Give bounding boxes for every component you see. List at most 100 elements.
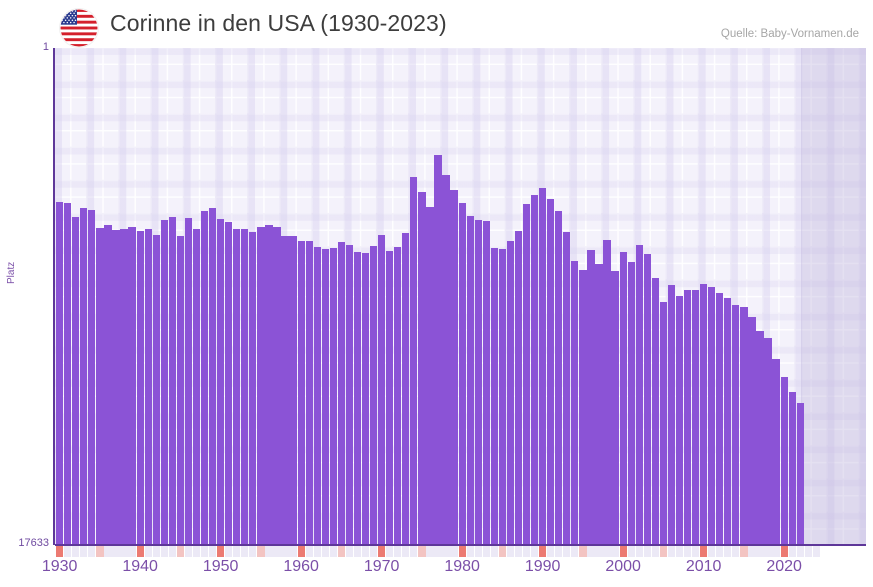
bar-1934[interactable] — [88, 210, 96, 544]
bar-2012[interactable] — [716, 293, 724, 544]
bar-1988[interactable] — [522, 203, 531, 544]
bar-1949[interactable] — [208, 208, 217, 544]
bar-1993[interactable] — [563, 231, 571, 544]
bar-1936[interactable] — [104, 224, 112, 544]
bar-1957[interactable] — [273, 226, 281, 544]
bar-2011[interactable] — [708, 286, 716, 544]
bar-1985[interactable] — [498, 249, 507, 544]
bar-1965[interactable] — [337, 241, 346, 544]
bar-1981[interactable] — [466, 216, 474, 544]
bar-1989[interactable] — [530, 195, 539, 544]
bar-1979[interactable] — [450, 189, 458, 544]
bar-2014[interactable] — [732, 304, 740, 544]
bar-2015[interactable] — [740, 307, 748, 544]
bar-1945[interactable] — [176, 235, 185, 544]
bar-1973[interactable] — [402, 233, 410, 544]
bar-1955[interactable] — [257, 226, 265, 544]
bar-1996[interactable] — [587, 249, 595, 544]
bar-1946[interactable] — [184, 218, 193, 544]
bar-2018[interactable] — [764, 338, 772, 544]
bar-1959[interactable] — [289, 235, 297, 544]
bar-1974[interactable] — [410, 177, 418, 544]
x-tick-1944 — [168, 546, 176, 557]
x-tick-1995 — [579, 546, 587, 557]
x-tick-2013 — [724, 546, 732, 557]
bar-2010[interactable] — [700, 284, 708, 544]
bar-1977[interactable] — [434, 155, 442, 544]
bar-1935[interactable] — [96, 228, 104, 544]
bar-2017[interactable] — [756, 330, 764, 544]
bar-1967[interactable] — [353, 252, 362, 544]
bar-2007[interactable] — [675, 295, 684, 544]
bar-1997[interactable] — [595, 263, 603, 544]
bar-1984[interactable] — [490, 248, 498, 544]
bar-2003[interactable] — [643, 253, 651, 544]
bar-1950[interactable] — [217, 219, 225, 544]
bar-1940[interactable] — [136, 230, 144, 544]
bar-1972[interactable] — [394, 247, 402, 544]
bar-2004[interactable] — [651, 278, 659, 544]
bar-1941[interactable] — [144, 228, 152, 544]
bar-1980[interactable] — [458, 202, 466, 544]
bar-2021[interactable] — [788, 392, 796, 544]
bar-1951[interactable] — [225, 221, 233, 544]
bar-1970[interactable] — [378, 235, 386, 544]
bar-1933[interactable] — [80, 208, 88, 544]
bar-2019[interactable] — [772, 358, 780, 544]
bar-1952[interactable] — [233, 229, 241, 544]
bar-1964[interactable] — [329, 248, 337, 544]
bar-2009[interactable] — [691, 289, 700, 544]
bar-2008[interactable] — [683, 289, 692, 544]
bar-1961[interactable] — [305, 240, 313, 544]
bar-1992[interactable] — [555, 211, 563, 544]
bar-2000[interactable] — [619, 252, 627, 544]
bar-1999[interactable] — [611, 270, 619, 544]
bar-1998[interactable] — [603, 239, 611, 544]
bar-1978[interactable] — [442, 175, 450, 544]
bar-1983[interactable] — [482, 221, 490, 544]
bar-1962[interactable] — [313, 247, 321, 544]
bar-2002[interactable] — [635, 245, 643, 544]
bar-1976[interactable] — [426, 207, 434, 544]
bar-1939[interactable] — [128, 226, 136, 544]
bar-2013[interactable] — [724, 298, 732, 544]
x-tick-2003 — [643, 546, 651, 557]
bar-1938[interactable] — [120, 229, 128, 544]
bar-1954[interactable] — [249, 231, 257, 544]
bar-1953[interactable] — [241, 228, 249, 544]
bar-1944[interactable] — [168, 216, 176, 544]
x-tick-1984 — [490, 546, 498, 557]
bar-1969[interactable] — [369, 245, 378, 544]
bar-2016[interactable] — [748, 317, 756, 544]
bar-1986[interactable] — [506, 241, 515, 544]
bar-1968[interactable] — [361, 252, 370, 544]
bar-2001[interactable] — [627, 262, 635, 544]
bar-2022[interactable] — [796, 403, 804, 544]
x-tick-1963 — [321, 546, 329, 557]
bar-1987[interactable] — [514, 230, 523, 544]
bar-1971[interactable] — [386, 251, 394, 544]
bar-1966[interactable] — [345, 245, 354, 544]
x-tick-1956 — [265, 546, 273, 557]
bar-1960[interactable] — [297, 240, 305, 544]
bar-2006[interactable] — [667, 284, 676, 544]
bar-1963[interactable] — [321, 248, 329, 544]
bar-1995[interactable] — [579, 269, 587, 544]
bar-1990[interactable] — [539, 187, 547, 544]
bar-1947[interactable] — [192, 228, 201, 544]
bar-2020[interactable] — [780, 376, 788, 544]
bar-1994[interactable] — [571, 260, 579, 544]
bar-1931[interactable] — [64, 203, 72, 544]
bar-1991[interactable] — [547, 199, 555, 544]
bar-1975[interactable] — [418, 191, 426, 544]
bar-2005[interactable] — [659, 301, 668, 544]
bar-1958[interactable] — [281, 236, 289, 544]
bar-1932[interactable] — [72, 217, 80, 544]
bar-1942[interactable] — [152, 234, 160, 544]
bar-1956[interactable] — [265, 224, 273, 544]
bar-1948[interactable] — [200, 211, 209, 544]
bar-1943[interactable] — [160, 219, 168, 544]
bar-1930[interactable] — [56, 202, 64, 544]
bar-1982[interactable] — [474, 220, 482, 544]
bar-1937[interactable] — [112, 229, 120, 544]
